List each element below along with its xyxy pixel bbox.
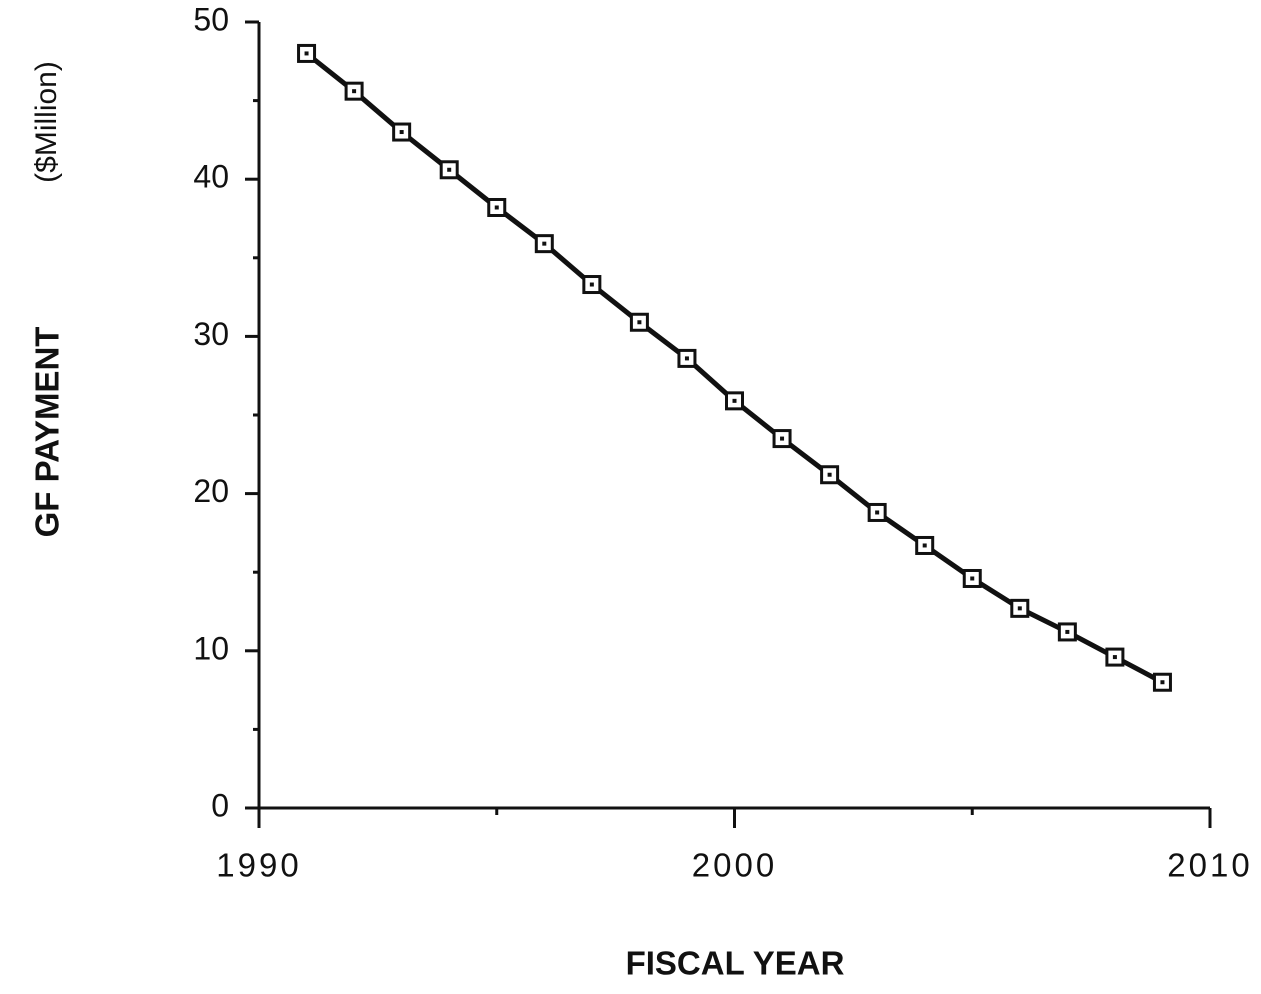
marker: [725, 391, 744, 411]
marker-dot: [637, 320, 642, 325]
marker: [344, 81, 364, 101]
marker: [962, 568, 982, 588]
marker: [439, 160, 459, 180]
y-tick-label: 40: [193, 159, 229, 195]
marker: [582, 275, 602, 295]
marker-dot: [732, 398, 737, 403]
marker-dot: [827, 472, 832, 477]
marker-dot: [970, 576, 975, 581]
marker: [1105, 647, 1125, 667]
y-tick-label: 20: [193, 473, 229, 509]
x-tick-label: 2010: [1167, 847, 1252, 884]
marker: [867, 502, 887, 522]
marker: [772, 429, 792, 449]
marker-dot: [447, 167, 452, 172]
marker-dot: [589, 282, 594, 287]
marker: [915, 535, 935, 555]
y-tick-label: 50: [193, 1, 229, 37]
marker-dot: [1065, 629, 1070, 634]
line: [304, 51, 1164, 685]
marker: [534, 234, 554, 254]
marker: [629, 312, 649, 332]
marker: [820, 465, 840, 485]
y-tick-label: 0: [211, 787, 229, 823]
marker-dot: [780, 436, 785, 441]
marker-dot: [542, 241, 547, 246]
x-tick-label: 2000: [692, 847, 777, 884]
marker-dot: [352, 89, 357, 94]
marker: [1010, 598, 1030, 618]
marker-dot: [1160, 680, 1165, 685]
marker-dot: [1112, 655, 1117, 660]
x-tick-label: 1990: [216, 847, 301, 884]
y-axis-unit: ($Million): [30, 61, 63, 183]
marker-dot: [922, 543, 927, 548]
marker-dot: [494, 205, 499, 210]
marker: [1057, 622, 1077, 642]
marker: [1152, 672, 1172, 692]
marker-dot: [399, 130, 404, 135]
marker: [392, 122, 412, 142]
y-tick-label: 30: [193, 316, 229, 352]
marker-dot: [304, 51, 309, 56]
y-tick-label: 10: [193, 630, 229, 666]
x-axis-label: FISCAL YEAR: [626, 945, 845, 982]
marker-dot: [684, 356, 689, 361]
marker-dot: [875, 510, 880, 515]
marker: [297, 43, 317, 63]
marker: [677, 348, 697, 368]
marker: [487, 197, 507, 217]
marker-dot: [1017, 606, 1022, 611]
y-axis-label: GF PAYMENT: [29, 327, 66, 538]
